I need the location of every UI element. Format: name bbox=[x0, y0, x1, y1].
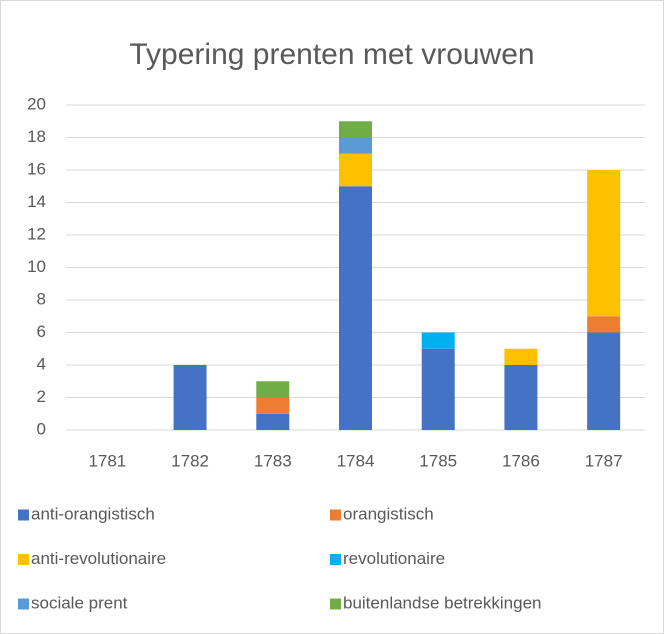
y-tick-label: 20 bbox=[27, 94, 46, 113]
legend-swatch bbox=[330, 554, 341, 565]
legend-label: buitenlandse betrekkingen bbox=[343, 593, 541, 612]
legend-label: orangistisch bbox=[343, 504, 434, 523]
bar-segment bbox=[339, 153, 372, 187]
legend-label: anti-revolutionaire bbox=[31, 549, 166, 568]
bar-segment bbox=[339, 121, 372, 138]
y-tick-label: 16 bbox=[27, 159, 46, 178]
bar-segment bbox=[504, 348, 538, 365]
legend-label: revolutionaire bbox=[343, 549, 445, 568]
y-tick-label: 4 bbox=[37, 354, 46, 373]
x-tick-label: 1782 bbox=[171, 451, 209, 470]
legend-swatch bbox=[330, 598, 341, 610]
bar-segment bbox=[173, 365, 207, 430]
legend-label: sociale prent bbox=[31, 593, 128, 612]
x-tick-label: 1784 bbox=[337, 451, 375, 470]
bar-segment bbox=[421, 348, 455, 430]
y-tick-label: 2 bbox=[37, 387, 46, 406]
legend-swatch bbox=[18, 598, 29, 610]
bar-segment bbox=[421, 332, 455, 349]
x-tick-label: 1785 bbox=[419, 451, 457, 470]
bar-segment bbox=[339, 186, 372, 430]
y-tick-label: 14 bbox=[27, 192, 46, 211]
y-tick-label: 6 bbox=[37, 322, 46, 341]
bar-segment bbox=[256, 381, 290, 398]
x-tick-label: 1787 bbox=[585, 451, 623, 470]
bar-segment bbox=[256, 397, 290, 414]
bar-segment bbox=[339, 137, 372, 154]
y-tick-label: 18 bbox=[27, 127, 46, 146]
y-tick-label: 10 bbox=[27, 257, 46, 276]
bar-segment bbox=[587, 170, 621, 317]
bar-segment bbox=[256, 413, 290, 430]
y-tick-label: 12 bbox=[27, 224, 46, 243]
legend-swatch bbox=[18, 554, 29, 565]
legend-swatch bbox=[330, 509, 341, 521]
bar-segment bbox=[587, 332, 621, 430]
chart-title: Typering prenten met vrouwen bbox=[129, 38, 534, 71]
y-tick-label: 8 bbox=[37, 289, 46, 308]
legend-label: anti-orangistisch bbox=[31, 504, 155, 523]
x-tick-label: 1786 bbox=[502, 451, 540, 470]
bar-segment bbox=[504, 365, 538, 430]
y-tick-label: 0 bbox=[37, 419, 46, 438]
bar-segment bbox=[587, 316, 621, 333]
legend-swatch bbox=[18, 509, 29, 521]
x-tick-label: 1781 bbox=[88, 451, 126, 470]
x-tick-label: 1783 bbox=[254, 451, 292, 470]
